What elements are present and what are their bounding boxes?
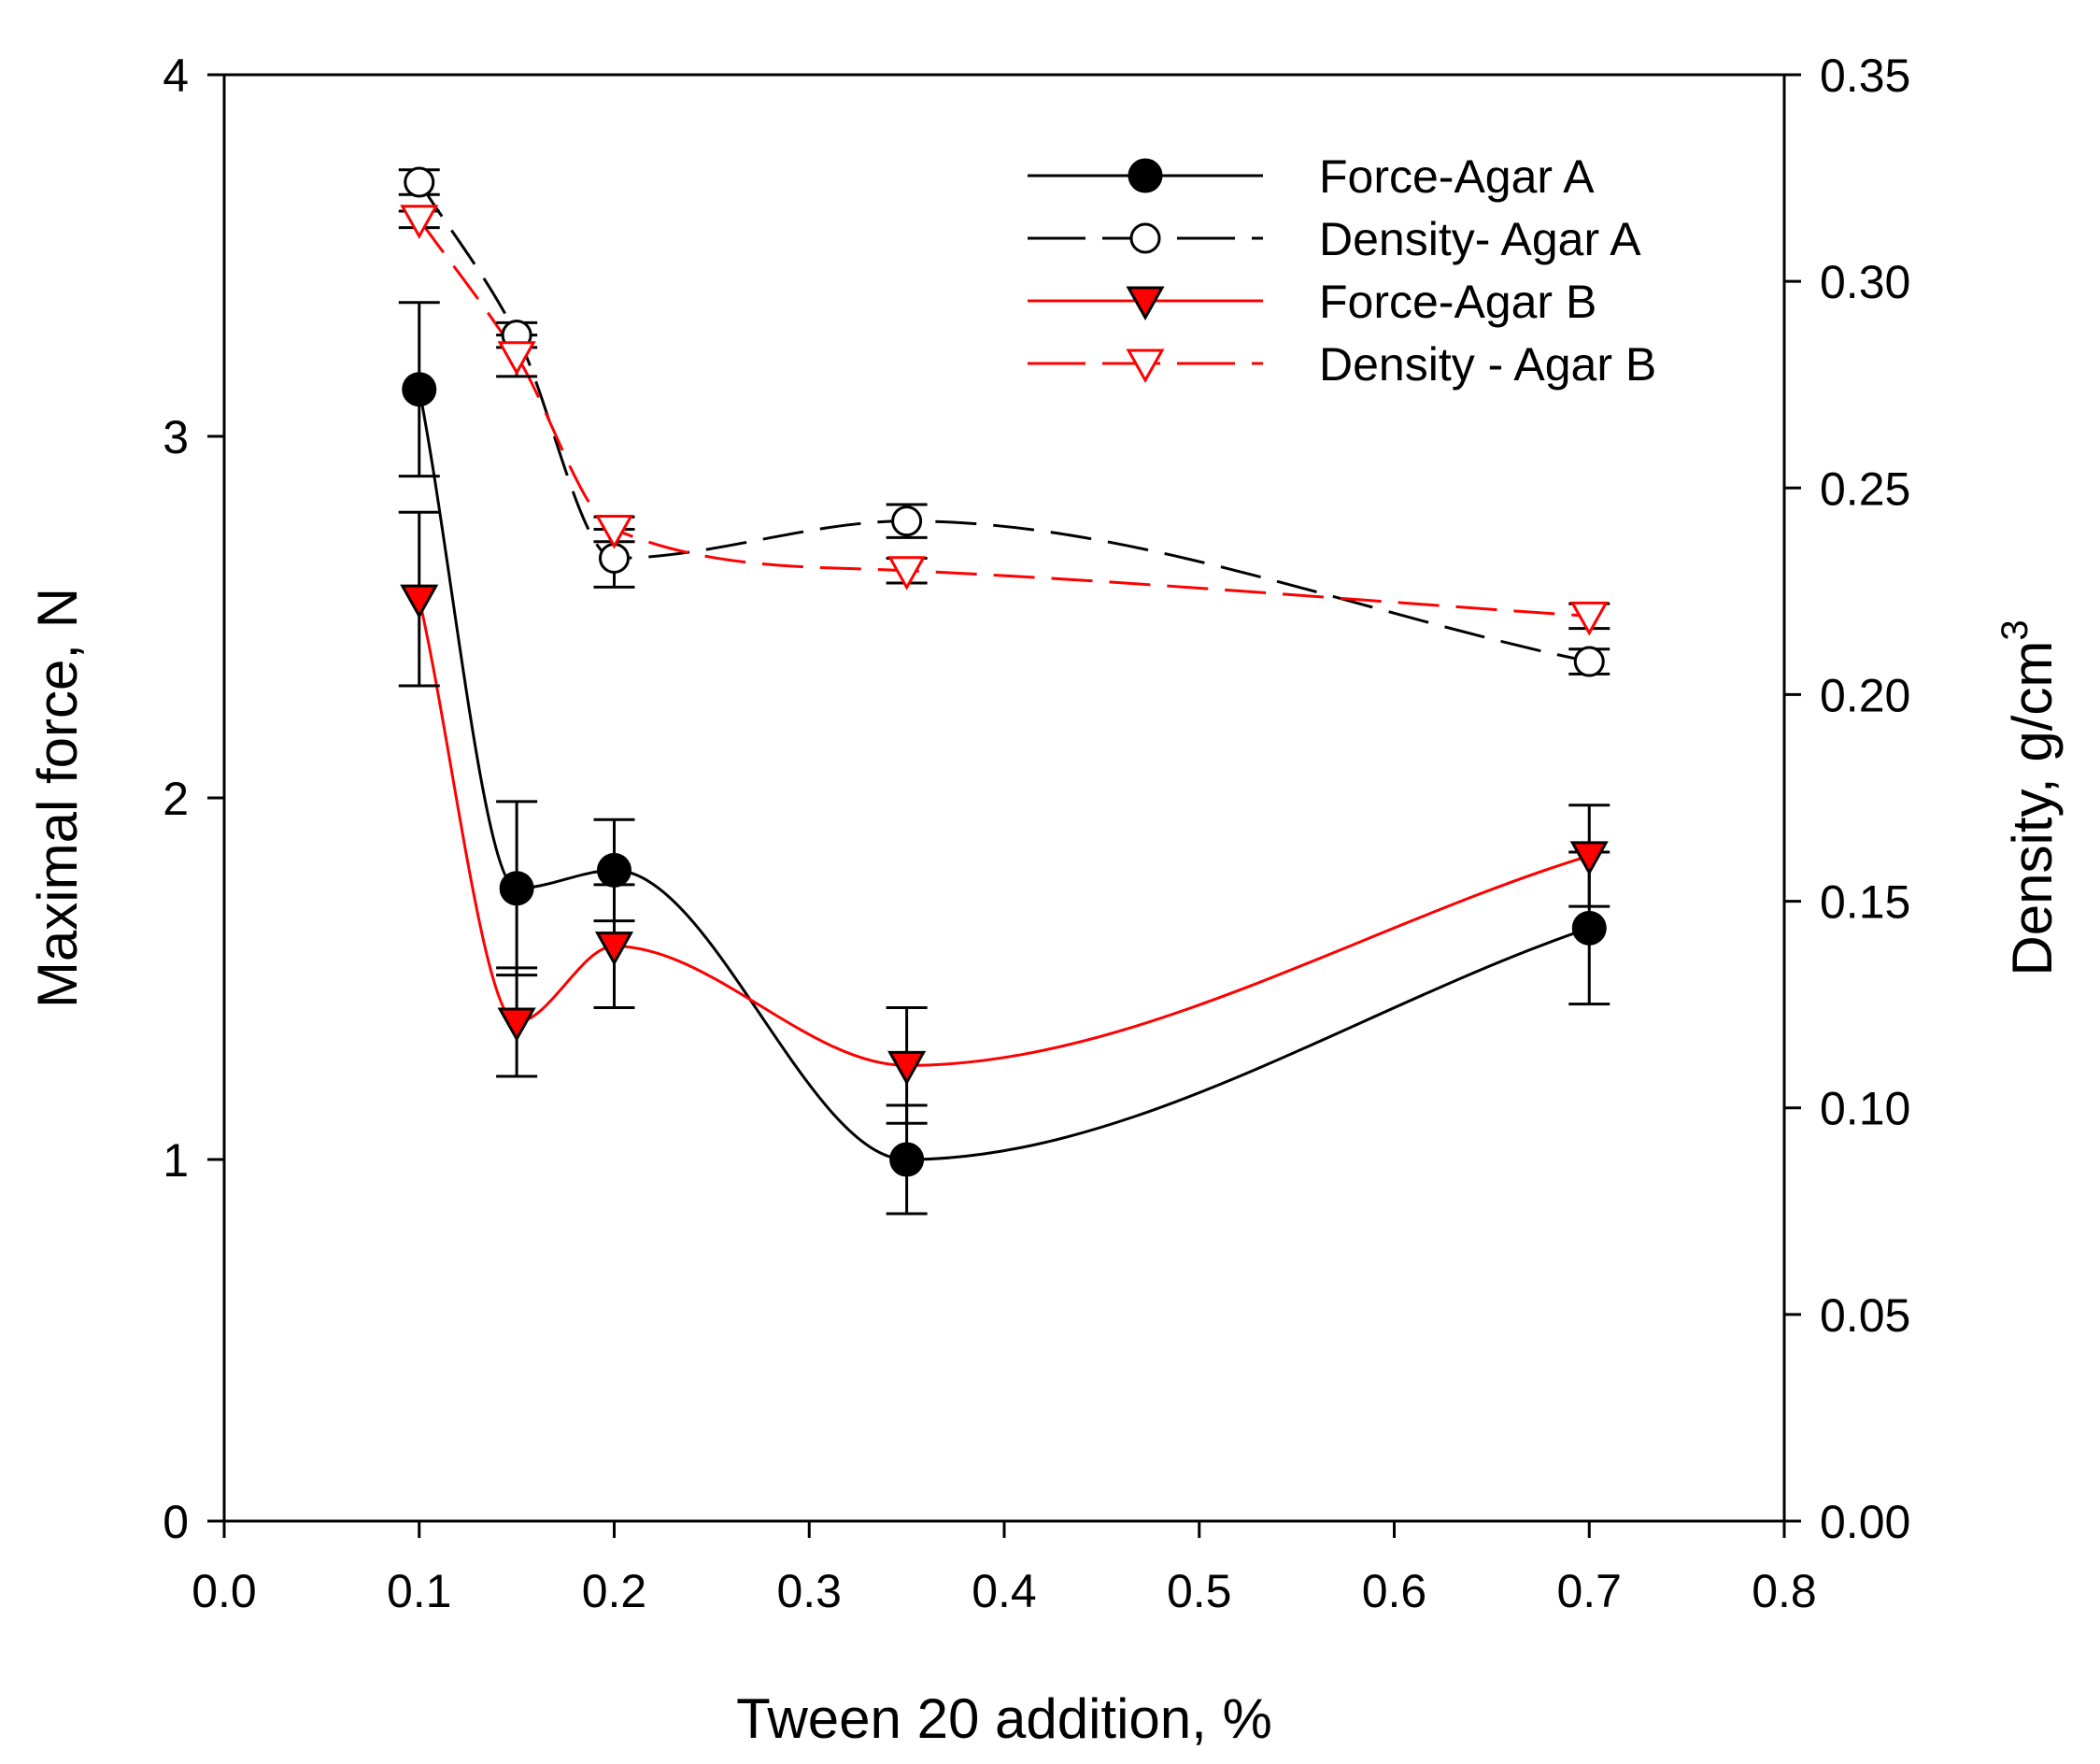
data-point-0-0 [402, 372, 437, 407]
legend-marker-0 [1128, 158, 1163, 193]
y2-tick-label-1: 0.05 [1820, 1289, 1910, 1342]
y2-tick-label-6: 0.30 [1820, 256, 1910, 308]
x-tick-label-7: 0.7 [1556, 1565, 1622, 1617]
data-point-0-3 [889, 1142, 925, 1177]
y2-axis-title: Density, g/cm3 [1994, 619, 2064, 975]
y2-tick-label-3: 0.15 [1820, 876, 1910, 929]
y2-tick-label-5: 0.25 [1820, 462, 1910, 515]
y-tick-label-4: 4 [163, 50, 189, 102]
y2-axis-ticks: 0.00 0.05 0.10 0.15 0.20 0.25 0.30 0.35 [1784, 50, 1910, 1548]
series-lines [418, 181, 1590, 1161]
legend-label-1: Density- Agar A [1319, 213, 1641, 265]
x-tick-label-0: 0.0 [192, 1565, 257, 1617]
legend-label-2: Force-Agar B [1319, 276, 1596, 328]
y2-tick-label-2: 0.10 [1820, 1083, 1910, 1135]
y-tick-label-0: 0 [163, 1496, 189, 1548]
x-tick-label-6: 0.6 [1362, 1565, 1427, 1617]
y-axis-ticks: 0 1 2 3 4 [163, 50, 224, 1548]
legend-marker-3 [1126, 349, 1165, 384]
y-tick-label-2: 2 [163, 773, 189, 825]
data-point-3-0 [400, 205, 439, 239]
data-point-0-2 [597, 852, 631, 888]
x-tick-label-1: 0.1 [387, 1565, 452, 1617]
series-line-2 [418, 598, 1590, 1067]
data-point-2-4 [1569, 841, 1609, 875]
data-point-3-2 [594, 515, 634, 549]
legend-label-3: Density - Agar B [1319, 338, 1656, 391]
data-point-2-3 [887, 1050, 927, 1086]
x-axis-ticks: 0.0 0.1 0.2 0.3 0.4 0.5 0.6 0.7 0.8 [192, 1521, 1817, 1617]
x-axis-title: Tween 20 addition, % [736, 1687, 1272, 1750]
data-point-2-2 [594, 932, 634, 966]
y2-axis-title-superscript: 3 [1994, 619, 2036, 640]
data-point-3-1 [497, 341, 536, 376]
data-markers [400, 166, 1609, 1177]
x-tick-label-3: 0.3 [776, 1565, 842, 1617]
legend: Force-Agar A Density- Agar A Force-Agar B D… [1028, 150, 1656, 391]
legend-label-0: Force-Agar A [1319, 150, 1595, 203]
y-tick-label-3: 3 [163, 411, 189, 463]
data-point-3-3 [887, 556, 927, 590]
data-point-2-1 [497, 1007, 536, 1042]
y2-tick-label-4: 0.20 [1820, 669, 1910, 721]
data-point-2-0 [400, 584, 439, 619]
y2-tick-label-7: 0.35 [1820, 50, 1910, 102]
data-point-0-4 [1571, 910, 1607, 946]
data-point-1-3 [891, 505, 923, 537]
data-point-1-0 [404, 166, 435, 198]
x-tick-label-4: 0.4 [972, 1565, 1037, 1617]
data-point-1-4 [1573, 646, 1605, 677]
x-tick-label-5: 0.5 [1167, 1565, 1232, 1617]
legend-marker-2 [1126, 286, 1165, 321]
x-tick-label-8: 0.8 [1752, 1565, 1817, 1617]
x-tick-label-2: 0.2 [582, 1565, 647, 1617]
legend-marker-1 [1129, 222, 1161, 254]
series-line-0 [418, 389, 1590, 1161]
data-point-3-4 [1569, 601, 1609, 636]
series-line-1 [418, 181, 1590, 663]
y-axis-title: Maximal force, N [26, 588, 89, 1008]
y2-axis-title-text: Density, g/cm [2001, 641, 2064, 976]
data-point-0-1 [499, 871, 534, 906]
y2-tick-label-0: 0.00 [1820, 1496, 1910, 1548]
y-tick-label-1: 1 [163, 1134, 189, 1187]
